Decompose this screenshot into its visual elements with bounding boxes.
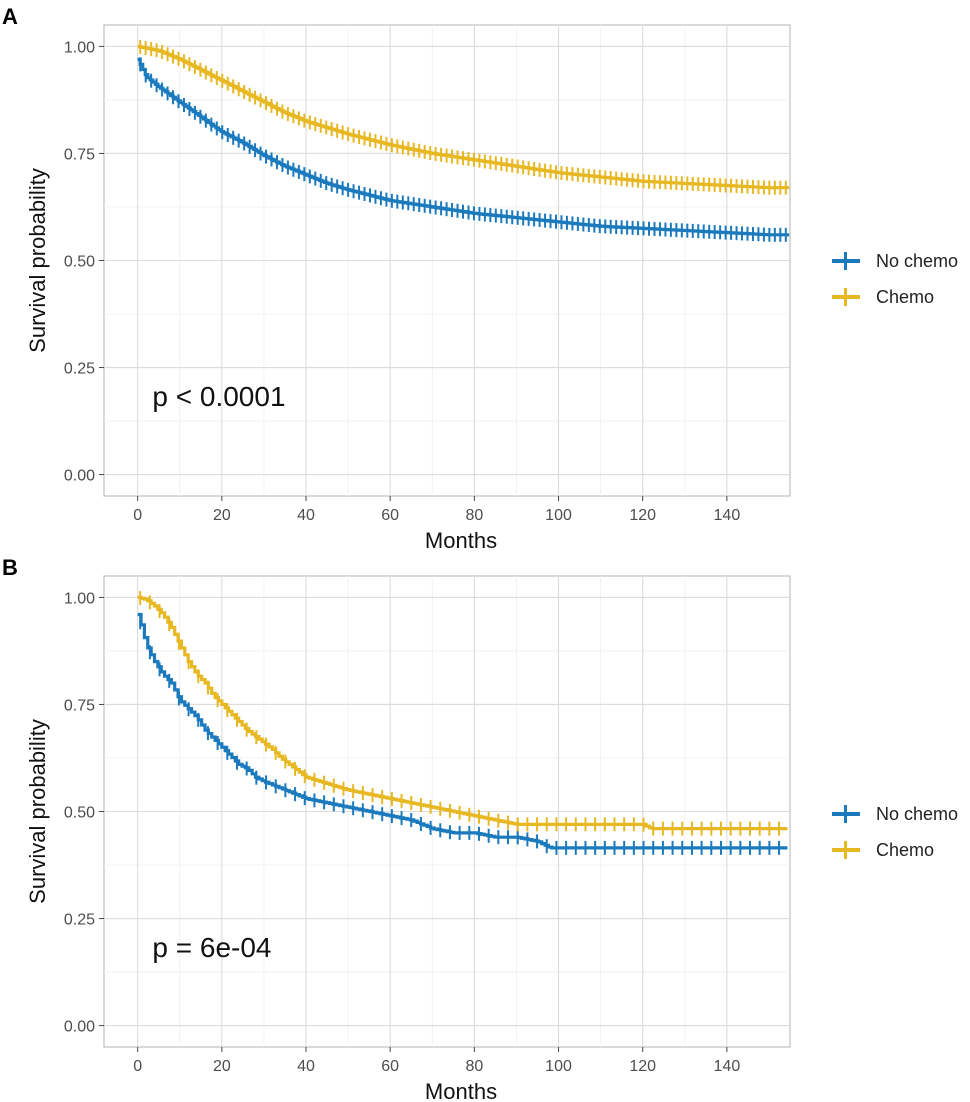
legend-label: No chemo: [876, 803, 959, 824]
y-tick-label: 0.00: [64, 468, 95, 485]
legend-item-chemo: Chemo: [830, 832, 958, 868]
panel-letter: A: [2, 4, 18, 29]
y-tick-label: 0.25: [64, 912, 95, 929]
x-tick-label: 40: [297, 1058, 315, 1075]
x-axis-title: Months: [425, 1079, 497, 1102]
survival-curve-no-chemo: [137, 612, 788, 850]
y-tick-label: 0.50: [64, 805, 95, 822]
survival-chart: 0 20 40 60 80 100 120 140 0.00 0.25 0.50 0.75 1.00 Mo…: [25, 575, 791, 1102]
legend-key-chemo: [830, 838, 862, 862]
survival-chart: 0 20 40 60 80 100 120 140 0.00 0.25 0.50 0.75 1.00 Mo…: [25, 24, 791, 551]
y-tick-label: 0.75: [64, 146, 95, 163]
y-tick-label: 0.25: [64, 361, 95, 378]
x-tick-label: 80: [465, 507, 483, 524]
panel-letter: B: [2, 555, 18, 580]
x-tick-label: 40: [297, 507, 315, 524]
p-value-annotation: p = 6e-04: [152, 932, 271, 963]
x-tick-label: 140: [714, 507, 741, 524]
y-tick-label: 1.00: [64, 590, 95, 607]
panel-a: A 0 20 40 60 80 100 120 140 0.00 0.25 0.50 0.75 1.00…: [2, 4, 958, 551]
y-tick-label: 0.00: [64, 1019, 95, 1036]
p-value-annotation: p < 0.0001: [152, 381, 285, 412]
x-tick-label: 120: [629, 507, 656, 524]
legend-item-no-chemo: No chemo: [830, 796, 958, 832]
x-tick-label: 20: [213, 1058, 231, 1075]
x-tick-label: 60: [381, 1058, 399, 1075]
legend-key-no-chemo: [830, 249, 862, 273]
x-tick-label: 0: [133, 507, 142, 524]
y-tick-label: 1.00: [64, 39, 95, 56]
legend-key-chemo: [830, 285, 862, 309]
x-tick-label: 80: [465, 1058, 483, 1075]
y-axis-title: Survival probability: [25, 719, 50, 904]
legend-label: Chemo: [876, 839, 935, 860]
x-tick-label: 120: [629, 1058, 656, 1075]
legend-key-no-chemo: [830, 802, 862, 826]
y-tick-label: 0.50: [64, 254, 95, 271]
x-axis-title: Months: [425, 528, 497, 551]
panel-b: B 0 20 40 60 80 100 120 140 0.00 0.25 0.50 0.75 1.00…: [0, 551, 970, 1102]
legend-label: No chemo: [876, 250, 959, 271]
x-tick-label: 20: [213, 507, 231, 524]
y-tick-label: 0.75: [64, 697, 95, 714]
legend: No chemo Chemo: [830, 796, 958, 868]
legend-item-chemo: Chemo: [830, 279, 958, 315]
x-tick-label: 100: [545, 1058, 572, 1075]
x-tick-label: 140: [714, 1058, 741, 1075]
legend-item-no-chemo: No chemo: [830, 243, 958, 279]
x-tick-label: 60: [381, 507, 399, 524]
legend-label: Chemo: [876, 286, 935, 307]
x-tick-label: 100: [545, 507, 572, 524]
y-axis-title: Survival probability: [25, 168, 50, 353]
legend: No chemo Chemo: [830, 243, 958, 315]
x-tick-label: 0: [133, 1058, 142, 1075]
